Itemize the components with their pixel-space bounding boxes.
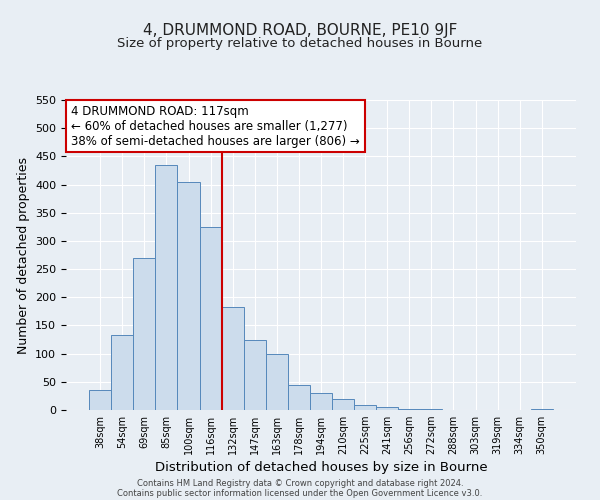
Bar (531, 409, 553, 410)
Text: Contains HM Land Registry data © Crown copyright and database right 2024.: Contains HM Land Registry data © Crown c… (137, 478, 463, 488)
Bar (376, 407, 398, 410)
Y-axis label: Number of detached properties: Number of detached properties (17, 156, 29, 354)
Bar (155, 165, 178, 410)
Bar (133, 258, 155, 410)
Bar (244, 340, 266, 410)
Bar (178, 182, 200, 410)
Text: Size of property relative to detached houses in Bourne: Size of property relative to detached ho… (118, 38, 482, 51)
Bar (89, 390, 111, 410)
Text: Contains public sector information licensed under the Open Government Licence v3: Contains public sector information licen… (118, 488, 482, 498)
Bar (332, 398, 354, 410)
Bar (200, 227, 221, 410)
Bar (310, 393, 332, 410)
Bar (111, 335, 133, 410)
Bar (398, 409, 421, 410)
Bar (288, 384, 310, 410)
Text: 4, DRUMMOND ROAD, BOURNE, PE10 9JF: 4, DRUMMOND ROAD, BOURNE, PE10 9JF (143, 22, 457, 38)
Bar (354, 406, 376, 410)
Bar (266, 354, 288, 410)
Text: 4 DRUMMOND ROAD: 117sqm
← 60% of detached houses are smaller (1,277)
38% of semi: 4 DRUMMOND ROAD: 117sqm ← 60% of detache… (71, 104, 360, 148)
X-axis label: Distribution of detached houses by size in Bourne: Distribution of detached houses by size … (155, 462, 487, 474)
Bar (221, 307, 244, 410)
